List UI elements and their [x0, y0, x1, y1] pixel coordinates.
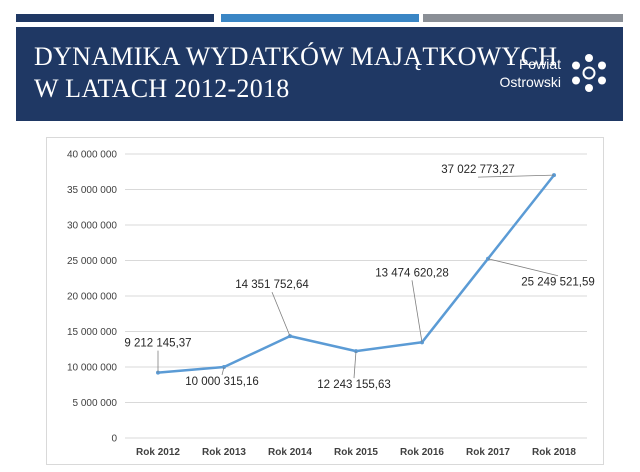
data-label-leader [411, 280, 423, 343]
slide-title-line2: W LATACH 2012-2018 [34, 74, 290, 103]
data-label-leader [221, 366, 225, 376]
series-line [157, 174, 555, 374]
data-label: 10 000 315,16 [185, 376, 259, 388]
logo-text-line2: Ostrowski [499, 74, 561, 90]
y-tick-label: 0 [111, 434, 117, 445]
data-label-leader [487, 258, 559, 277]
data-label-leader [477, 174, 555, 178]
data-label: 14 351 752,64 [235, 279, 309, 291]
x-tick-label: Rok 2018 [532, 447, 576, 458]
x-tick-label: Rok 2017 [466, 447, 510, 458]
data-label-leader [271, 291, 291, 337]
x-tick-label: Rok 2015 [334, 447, 378, 458]
y-tick-label: 35 000 000 [67, 185, 117, 196]
y-tick-label: 40 000 000 [67, 150, 117, 161]
line-chart: 0 5 000 000 10 000 000 15 000 000 20 000 000… [67, 150, 595, 459]
flower-dots-icon [572, 54, 606, 92]
data-label-leader [353, 351, 357, 379]
title-banner: DYNAMIKA WYDATKÓW MAJĄTKOWYCH W LATACH 2… [16, 27, 623, 121]
x-tick-label: Rok 2014 [268, 447, 312, 458]
top-accent-bar-gray [423, 14, 623, 22]
logo-text-line1: Powiat [518, 56, 561, 72]
powiat-logo: Powiat Ostrowski [500, 53, 609, 93]
x-tick-label: Rok 2012 [136, 447, 180, 458]
slide-title: DYNAMIKA WYDATKÓW MAJĄTKOWYCH W LATACH 2… [34, 41, 557, 105]
y-tick-label: 5 000 000 [73, 398, 118, 409]
data-label: 12 243 155,63 [317, 379, 391, 391]
chart-container: 0 5 000 000 10 000 000 15 000 000 20 000 000… [46, 137, 604, 465]
top-accent-bar-dark [16, 14, 214, 22]
y-tick-label: 25 000 000 [67, 256, 117, 267]
data-label: 25 249 521,59 [521, 277, 595, 289]
top-accent-bar-blue [221, 14, 419, 22]
data-label: 13 474 620,28 [375, 267, 449, 279]
y-tick-label: 30 000 000 [67, 221, 117, 232]
data-label: 37 022 773,27 [441, 164, 515, 176]
slide-title-line1: DYNAMIKA WYDATKÓW MAJĄTKOWYCH [34, 42, 558, 71]
y-tick-label: 20 000 000 [67, 292, 117, 303]
x-tick-label: Rok 2016 [400, 447, 444, 458]
y-tick-label: 10 000 000 [67, 363, 117, 374]
data-label: 9 212 145,37 [124, 338, 191, 350]
data-point [222, 364, 226, 369]
data-point [552, 173, 556, 178]
logo-text: Powiat Ostrowski [500, 55, 561, 91]
x-tick-label: Rok 2013 [202, 447, 246, 458]
y-tick-label: 15 000 000 [67, 327, 117, 338]
